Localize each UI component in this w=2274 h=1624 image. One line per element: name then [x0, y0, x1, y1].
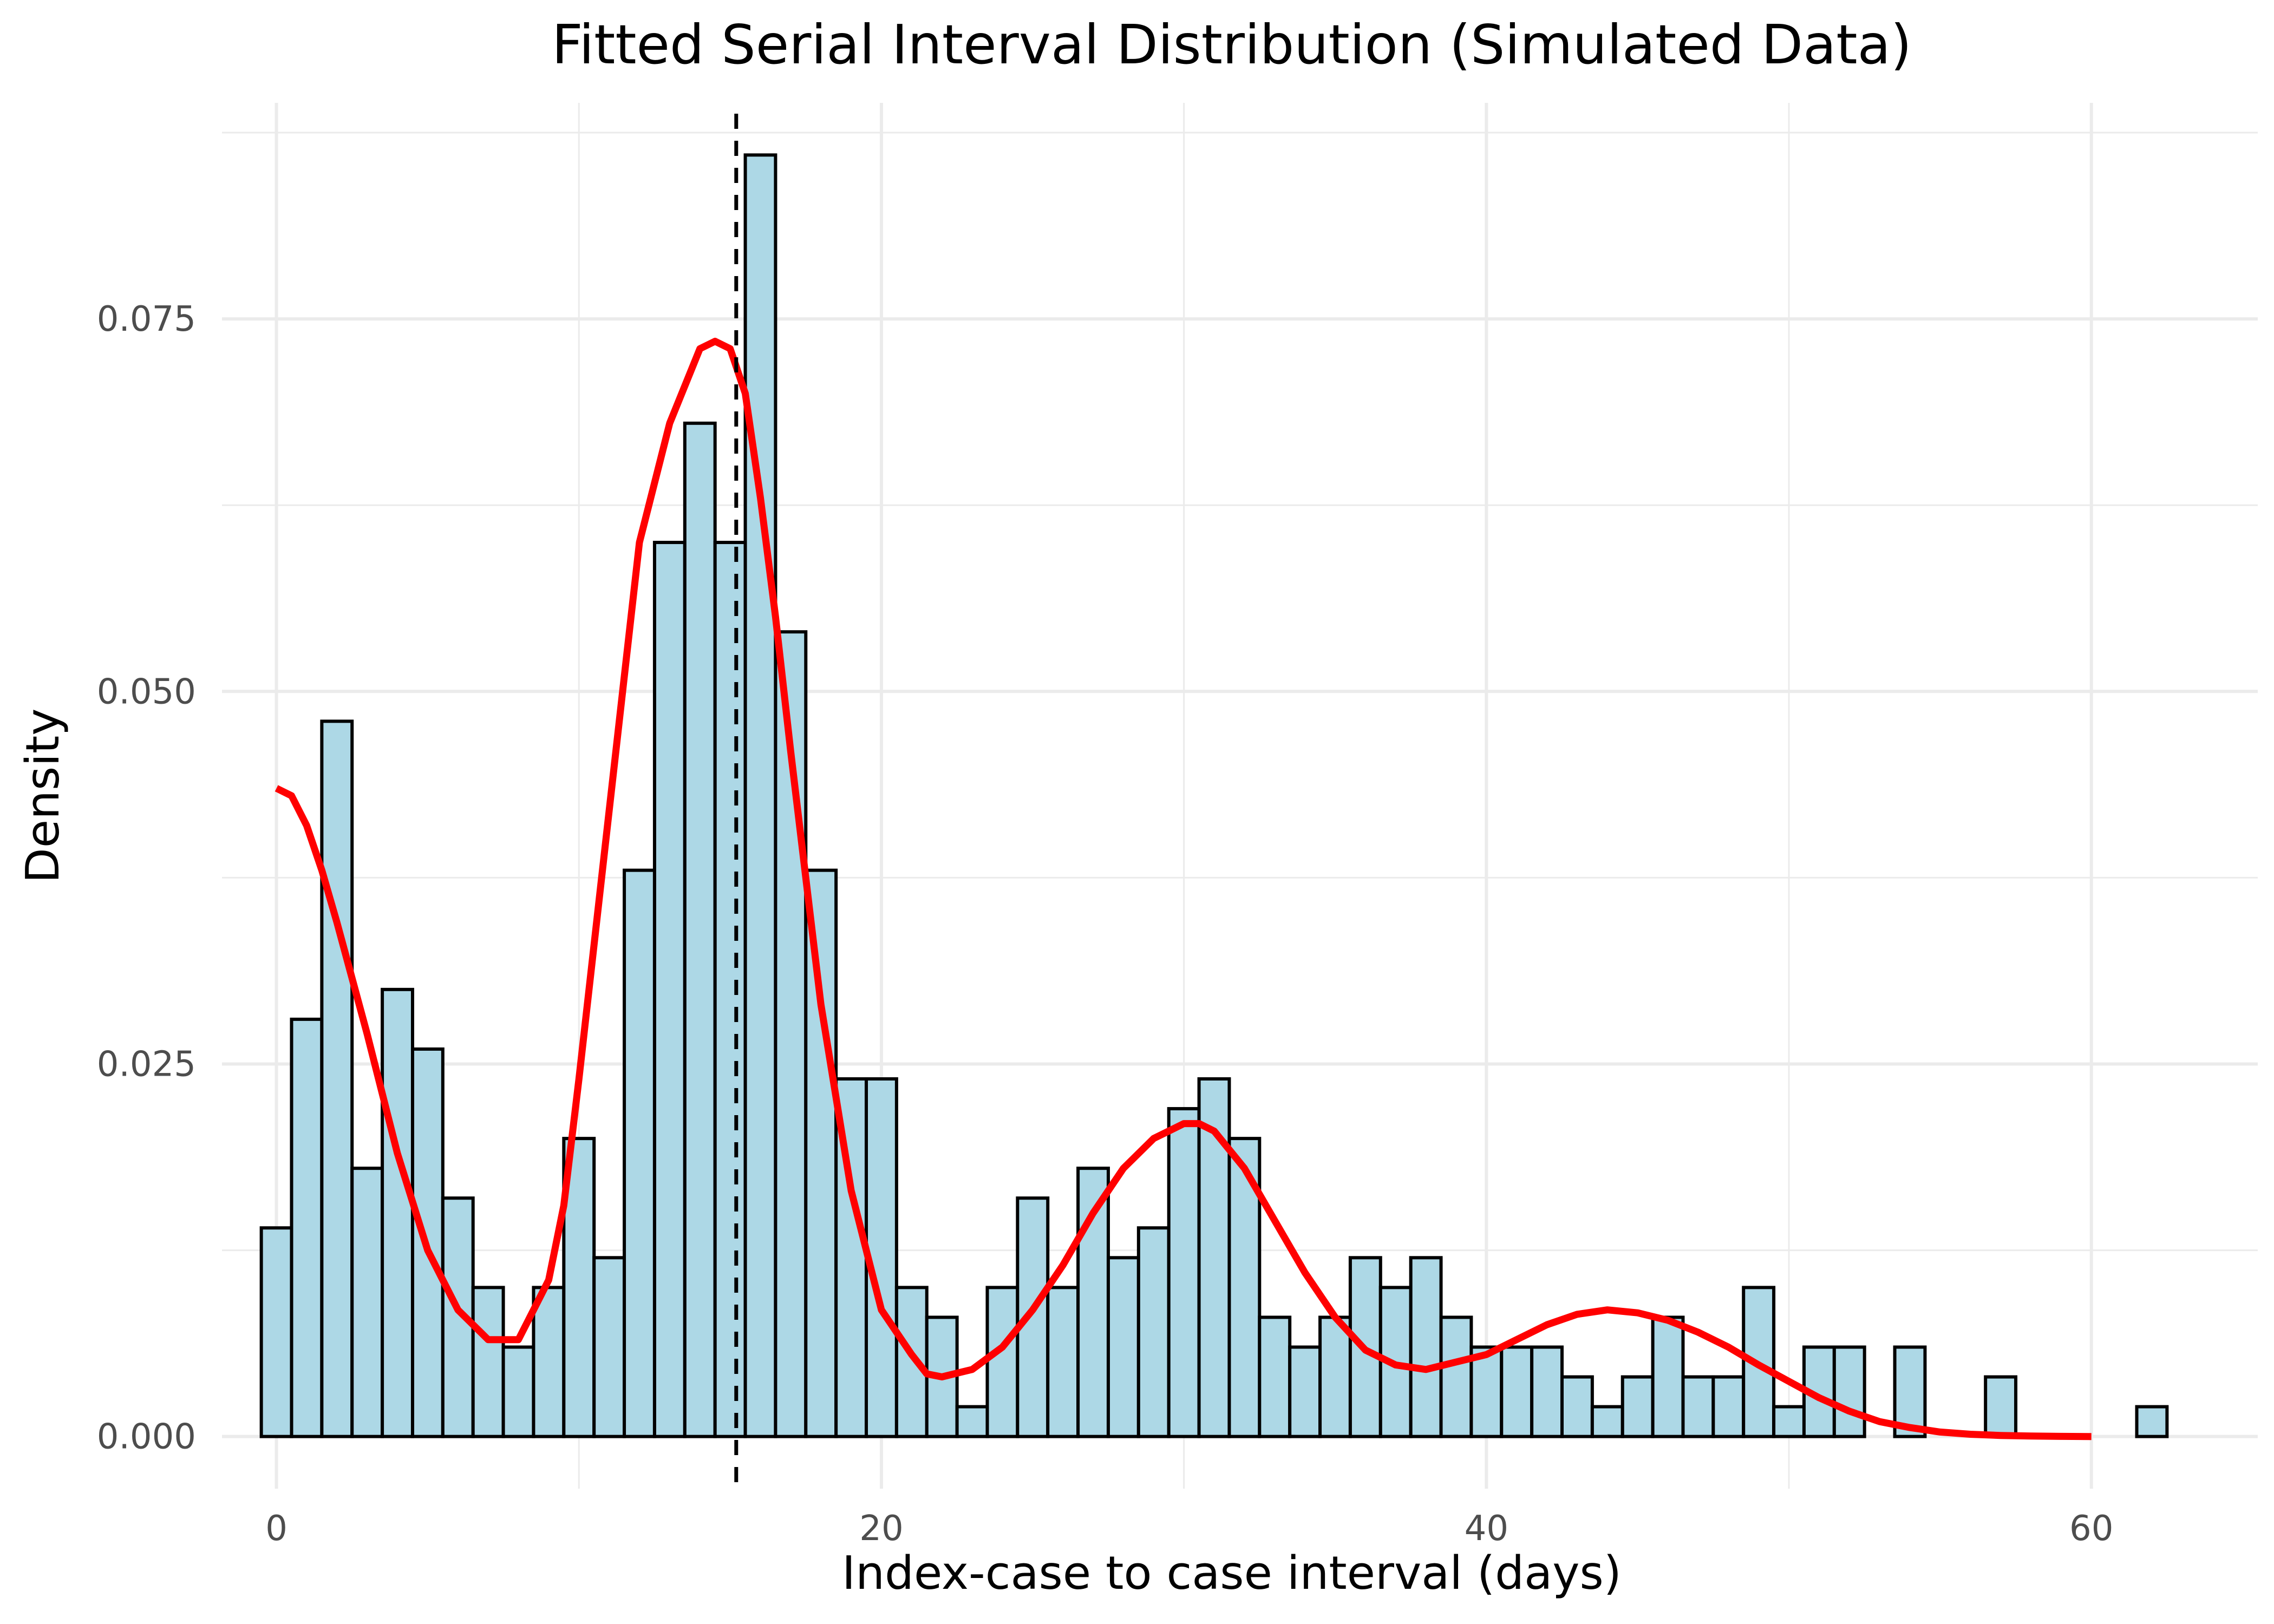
- x-axis-title: Index-case to case interval (days): [842, 1547, 1622, 1600]
- histogram-bar: [652, 541, 687, 1438]
- histogram-bar: [1500, 1345, 1534, 1438]
- y-tick-label: 0.075: [97, 299, 196, 339]
- histogram-bar: [471, 1286, 505, 1438]
- y-tick-label: 0.000: [97, 1417, 196, 1457]
- histogram-bar: [1258, 1315, 1292, 1438]
- histogram-bar: [683, 421, 717, 1438]
- histogram-bar: [381, 987, 414, 1438]
- x-tick-label: 20: [859, 1509, 903, 1549]
- histogram-bar: [1530, 1345, 1564, 1438]
- histogram-bar: [320, 719, 354, 1438]
- histogram-bar: [894, 1286, 929, 1438]
- histogram-bar: [1832, 1345, 1866, 1438]
- x-tick-label: 60: [2069, 1509, 2113, 1549]
- histogram-bar: [1984, 1375, 2018, 1438]
- y-tick-label: 0.025: [97, 1044, 196, 1084]
- histogram-bar: [804, 868, 838, 1438]
- histogram-bar: [1893, 1345, 1927, 1438]
- histogram-bar: [623, 868, 656, 1438]
- histogram-bar: [955, 1405, 989, 1438]
- histogram-bar: [1560, 1375, 1594, 1438]
- x-tick-label: 0: [265, 1509, 287, 1549]
- histogram-bar: [1469, 1345, 1504, 1438]
- y-axis-title: Density: [16, 708, 70, 883]
- histogram-bar: [1288, 1345, 1322, 1438]
- tick-labels: 0 20 40 60 0.000 0.025 0.050 0.075: [97, 299, 2114, 1549]
- histogram-bar: [1318, 1315, 1352, 1438]
- histogram-bar: [1106, 1256, 1140, 1438]
- histogram-bars: [259, 153, 2169, 1438]
- histogram-bar: [592, 1256, 626, 1438]
- histogram-bar: [713, 541, 747, 1438]
- histogram-bar: [1046, 1286, 1080, 1438]
- histogram-bar: [1620, 1375, 1655, 1438]
- histogram-bar: [1711, 1375, 1746, 1438]
- histogram-bar: [1167, 1107, 1201, 1438]
- histogram-bar: [501, 1345, 535, 1438]
- histogram-bar: [1136, 1226, 1171, 1438]
- histogram-bar: [1409, 1256, 1443, 1438]
- histogram-bar: [1651, 1315, 1685, 1438]
- histogram-bar: [259, 1226, 293, 1438]
- histogram-bar: [532, 1286, 566, 1438]
- histogram-bar: [290, 1017, 324, 1438]
- y-tick-label: 0.050: [97, 672, 196, 712]
- histogram-bar: [1590, 1405, 1624, 1438]
- histogram-bar: [743, 153, 777, 1438]
- histogram-bar: [1016, 1196, 1050, 1438]
- fitted-curve-layer: [275, 337, 2092, 1440]
- fitted-density-curve: [275, 337, 2092, 1440]
- histogram-bar: [2135, 1405, 2169, 1438]
- histogram-bar: [350, 1167, 384, 1438]
- histogram-bar: [1772, 1405, 1806, 1438]
- histogram-bar: [985, 1286, 1020, 1438]
- chart-title: Fitted Serial Interval Distribution (Sim…: [552, 13, 1912, 76]
- histogram-bar: [1439, 1315, 1473, 1438]
- x-tick-label: 40: [1465, 1509, 1508, 1549]
- histogram-bar: [1681, 1375, 1715, 1438]
